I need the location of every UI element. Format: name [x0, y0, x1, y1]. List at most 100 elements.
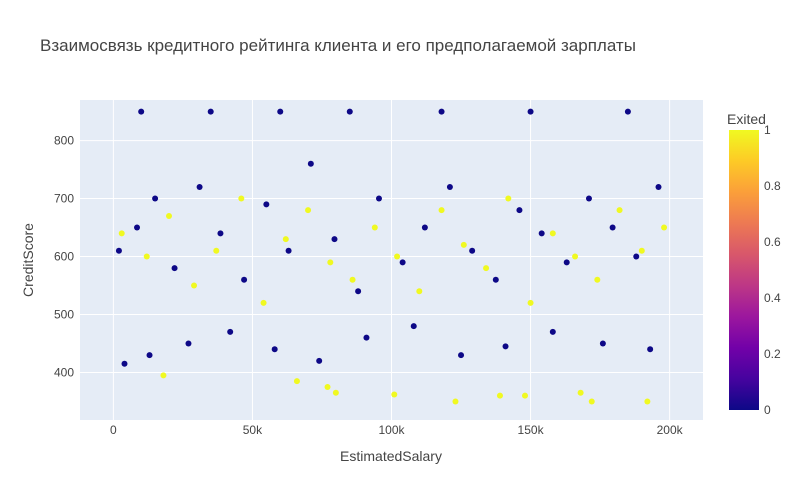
data-point [277, 108, 284, 115]
data-point [438, 108, 445, 115]
data-point [166, 212, 172, 219]
data-point [421, 224, 428, 231]
data-point [213, 247, 220, 254]
data-point [594, 276, 601, 283]
data-point [331, 236, 338, 243]
colorbar-tick-label: 0.2 [764, 347, 781, 361]
data-point [549, 230, 556, 237]
data-point [346, 108, 353, 115]
x-tick-label: 200k [657, 423, 684, 437]
data-point [496, 392, 503, 399]
data-point [371, 224, 378, 231]
data-point [492, 276, 499, 283]
data-point [285, 247, 292, 254]
colorbar-tick-label: 0.4 [764, 291, 781, 305]
data-point [410, 323, 417, 330]
data-point [394, 253, 401, 260]
data-point [588, 398, 595, 405]
data-point [483, 265, 490, 272]
data-point [241, 276, 248, 283]
data-point [438, 207, 445, 214]
data-point [527, 299, 534, 306]
x-tick-label: 50k [243, 423, 263, 437]
data-point [160, 372, 167, 379]
data-point [460, 241, 467, 248]
data-point [355, 288, 362, 295]
data-point [599, 340, 606, 347]
data-point [446, 183, 453, 190]
data-point [316, 357, 323, 364]
x-tick-label: 0 [110, 423, 117, 437]
data-point [458, 352, 465, 359]
data-point [452, 398, 459, 405]
data-point [115, 247, 122, 254]
data-point [121, 360, 128, 367]
data-point [655, 183, 662, 190]
data-point [416, 288, 423, 295]
data-point [282, 236, 289, 243]
y-axis-ticks: 400 500 600 700 800 [54, 134, 74, 380]
data-point [185, 340, 192, 347]
data-point [227, 328, 234, 335]
data-point [522, 392, 528, 399]
data-point [647, 346, 654, 353]
x-axis-ticks: 0 50k 100k 150k 200k [110, 423, 684, 437]
data-point [349, 276, 356, 283]
data-point [332, 389, 339, 396]
colorbar-tick-label: 0 [764, 403, 771, 417]
data-point [327, 259, 334, 266]
data-point [585, 195, 592, 202]
data-point [624, 108, 631, 115]
y-tick-label: 500 [54, 307, 74, 321]
data-point [505, 195, 512, 202]
data-point [152, 195, 159, 202]
data-point [644, 398, 651, 405]
data-point [391, 391, 398, 398]
data-point [563, 259, 570, 266]
colorbar: Exited 0 0.2 0.4 0.6 0.8 1 [727, 111, 781, 417]
data-point [307, 160, 314, 167]
data-point [661, 224, 668, 231]
data-point [146, 352, 153, 359]
data-point [143, 253, 150, 260]
y-tick-label: 600 [54, 250, 74, 264]
data-point [502, 343, 509, 350]
data-point [191, 282, 198, 289]
chart-title: Взаимосвязь кредитного рейтинга клиента … [40, 36, 636, 55]
data-point [469, 247, 476, 254]
data-point [217, 230, 224, 237]
colorbar-tick-label: 0.8 [764, 179, 781, 193]
data-point [305, 207, 312, 214]
colorbar-ticks: 0 0.2 0.4 0.6 0.8 1 [764, 123, 781, 417]
data-points [115, 108, 668, 405]
data-point [609, 224, 616, 231]
data-point [271, 346, 278, 353]
colorbar-tick-label: 0.6 [764, 235, 781, 249]
y-tick-label: 400 [54, 365, 74, 379]
data-point [516, 207, 523, 214]
data-point [633, 253, 640, 260]
x-tick-label: 100k [378, 423, 405, 437]
data-point [527, 108, 534, 115]
data-point [577, 389, 584, 396]
data-point [171, 265, 178, 272]
y-tick-label: 800 [54, 134, 74, 148]
data-point [549, 328, 556, 335]
data-point [263, 201, 270, 208]
x-axis-title: EstimatedSalary [340, 448, 442, 464]
data-point [118, 230, 125, 237]
y-axis-title: CreditScore [20, 223, 36, 297]
data-point [293, 378, 300, 385]
data-point [538, 230, 545, 237]
data-point [572, 253, 579, 260]
data-point [324, 383, 331, 390]
colorbar-title: Exited [727, 111, 766, 127]
data-point [134, 224, 141, 231]
data-point [238, 195, 245, 202]
data-point [375, 195, 382, 202]
data-point [260, 299, 267, 306]
data-point [399, 259, 406, 266]
grid-lines [80, 100, 703, 420]
data-point [616, 207, 623, 214]
data-point [138, 108, 145, 115]
